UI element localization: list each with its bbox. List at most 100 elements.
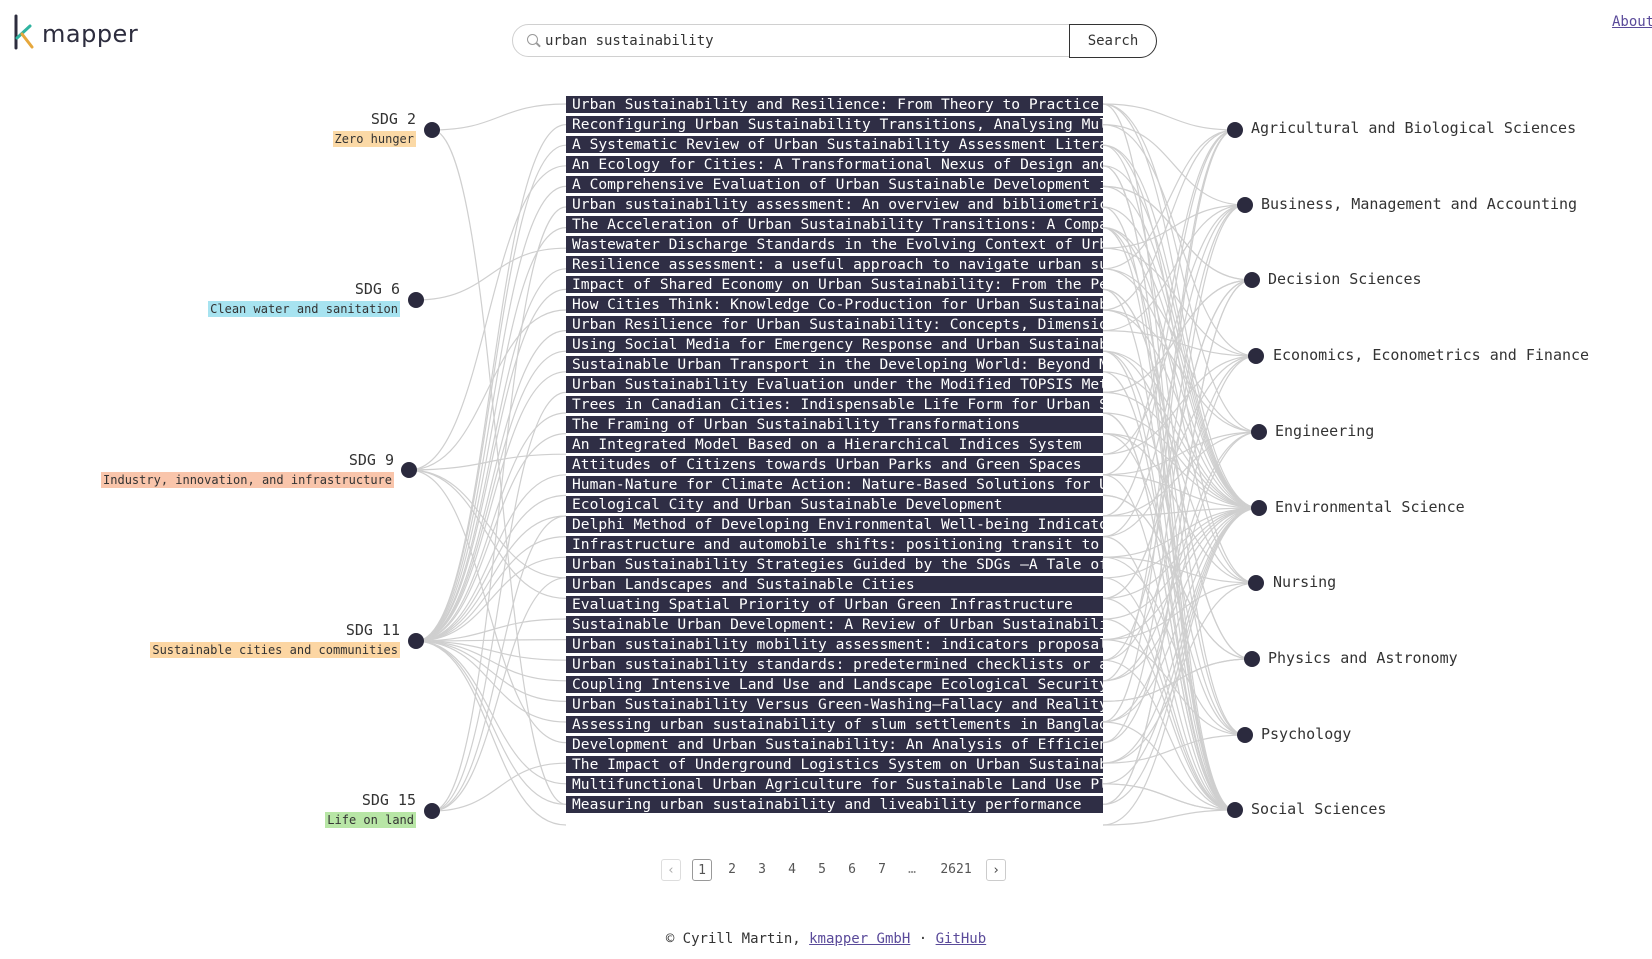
paper-row[interactable]: Measuring urban sustainability and livea… [566, 796, 1103, 813]
paper-row[interactable]: An Ecology for Cities: A Transformationa… [566, 156, 1103, 173]
paper-row[interactable]: Assessing urban sustainability of slum s… [566, 716, 1103, 733]
subject-node[interactable] [1244, 651, 1260, 667]
sdg-node[interactable] [408, 633, 424, 649]
paper-row[interactable]: Delphi Method of Developing Environmenta… [566, 516, 1103, 533]
page-button[interactable]: 5 [818, 862, 826, 877]
about-link[interactable]: About [1612, 14, 1652, 30]
sdg-item[interactable]: SDG 6 Clean water and sanitation [208, 280, 400, 317]
footer: © Cyrill Martin, kmapper GmbH · GitHub [0, 931, 1652, 947]
paper-row[interactable]: How Cities Think: Knowledge Co-Productio… [566, 296, 1103, 313]
search-button[interactable]: Search [1069, 24, 1157, 58]
sdg-node[interactable] [424, 803, 440, 819]
footer-separator: · [918, 931, 928, 947]
paper-row[interactable]: Infrastructure and automobile shifts: po… [566, 536, 1103, 553]
search-input[interactable] [545, 31, 1055, 51]
sdg-code: SDG 2 [370, 110, 416, 128]
sdg-node[interactable] [401, 462, 417, 478]
paper-row[interactable]: Trees in Canadian Cities: Indispensable … [566, 396, 1103, 413]
paper-row[interactable]: Urban Sustainability Versus Green-Washin… [566, 696, 1103, 713]
subject-node[interactable] [1227, 802, 1243, 818]
paper-row[interactable]: A Systematic Review of Urban Sustainabil… [566, 136, 1103, 153]
footer-copyright: © Cyrill Martin, [665, 931, 801, 947]
page-button[interactable]: 2621 [940, 862, 972, 877]
paper-row[interactable]: Evaluating Spatial Priority of Urban Gre… [566, 596, 1103, 613]
page-button[interactable]: 2 [728, 862, 736, 877]
paper-row[interactable]: A Comprehensive Evaluation of Urban Sust… [566, 176, 1103, 193]
sdg-node[interactable] [424, 122, 440, 138]
paper-row[interactable]: Wastewater Discharge Standards in the Ev… [566, 236, 1103, 253]
paper-row[interactable]: Resilience assessment: a useful approach… [566, 256, 1103, 273]
subject-label[interactable]: Physics and Astronomy [1268, 649, 1458, 667]
logo[interactable]: mapper [12, 14, 162, 54]
paper-row[interactable]: Sustainable Urban Transport in the Devel… [566, 356, 1103, 373]
paper-row[interactable]: Urban Sustainability Evaluation under th… [566, 376, 1103, 393]
paper-row[interactable]: Sustainable Urban Development: A Review … [566, 616, 1103, 633]
paper-list: Urban Sustainability and Resilience: Fro… [566, 96, 1103, 816]
paper-row[interactable]: Coupling Intensive Land Use and Landscap… [566, 676, 1103, 693]
sdg-name: Zero hunger [332, 131, 416, 147]
page-button[interactable]: 3 [758, 862, 766, 877]
sdg-name: Sustainable cities and communities [150, 642, 400, 658]
paper-row[interactable]: Attitudes of Citizens towards Urban Park… [566, 456, 1103, 473]
paper-row[interactable]: Urban Landscapes and Sustainable Cities [566, 576, 1103, 593]
sdg-node[interactable] [408, 292, 424, 308]
subject-node[interactable] [1248, 575, 1264, 591]
paper-row[interactable]: Urban Sustainability Strategies Guided b… [566, 556, 1103, 573]
page-ellipsis: … [908, 862, 916, 877]
next-page-button[interactable]: › [986, 859, 1006, 881]
subject-label[interactable]: Nursing [1273, 573, 1337, 591]
subject-label[interactable]: Economics, Econometrics and Finance [1273, 346, 1590, 364]
page-button[interactable]: 7 [878, 862, 886, 877]
sdg-item[interactable]: SDG 11 Sustainable cities and communitie… [150, 621, 400, 658]
paper-row[interactable]: Human-Nature for Climate Action: Nature-… [566, 476, 1103, 493]
paper-row[interactable]: Ecological City and Urban Sustainable De… [566, 496, 1103, 513]
subject-label[interactable]: Business, Management and Accounting [1261, 195, 1578, 213]
subject-node[interactable] [1248, 348, 1264, 364]
paper-row[interactable]: Impact of Shared Economy on Urban Sustai… [566, 276, 1103, 293]
paper-row[interactable]: Urban sustainability assessment: An over… [566, 196, 1103, 213]
paper-row[interactable]: Urban Sustainability and Resilience: Fro… [566, 96, 1103, 113]
company-link[interactable]: kmapper GmbH [809, 931, 911, 947]
subject-label[interactable]: Environmental Science [1275, 498, 1465, 516]
paper-row[interactable]: Urban sustainability standards: predeter… [566, 656, 1103, 673]
github-link[interactable]: GitHub [935, 931, 987, 947]
paper-row[interactable]: Urban sustainability mobility assessment… [566, 636, 1103, 653]
subject-label[interactable]: Engineering [1275, 422, 1375, 440]
subject-node[interactable] [1244, 272, 1260, 288]
paper-row[interactable]: Using Social Media for Emergency Respons… [566, 336, 1103, 353]
subject-node[interactable] [1237, 197, 1253, 213]
subject-node[interactable] [1251, 500, 1267, 516]
search-icon [527, 34, 538, 45]
sdg-name: Life on land [325, 812, 416, 828]
logo-k-icon [14, 14, 34, 50]
subject-label[interactable]: Decision Sciences [1268, 270, 1422, 288]
page-button[interactable]: 6 [848, 862, 856, 877]
prev-page-button[interactable]: ‹ [661, 859, 681, 881]
sdg-name: Clean water and sanitation [208, 301, 400, 317]
page-button[interactable]: 1 [692, 859, 712, 881]
sdg-code: SDG 11 [345, 621, 400, 639]
page-button[interactable]: 4 [788, 862, 796, 877]
paper-row[interactable]: Reconfiguring Urban Sustainability Trans… [566, 116, 1103, 133]
paper-row[interactable]: An Integrated Model Based on a Hierarchi… [566, 436, 1103, 453]
subject-label[interactable]: Social Sciences [1251, 800, 1387, 818]
logo-text: mapper [42, 20, 139, 48]
paper-row[interactable]: The Framing of Urban Sustainability Tran… [566, 416, 1103, 433]
paper-row[interactable]: Multifunctional Urban Agriculture for Su… [566, 776, 1103, 793]
paper-row[interactable]: The Acceleration of Urban Sustainability… [566, 216, 1103, 233]
sdg-item[interactable]: SDG 15 Life on land [325, 791, 416, 828]
subject-node[interactable] [1251, 424, 1267, 440]
sdg-item[interactable]: SDG 9 Industry, innovation, and infrastr… [101, 451, 394, 488]
sdg-name: Industry, innovation, and infrastructure [101, 472, 394, 488]
paper-row[interactable]: Development and Urban Sustainability: An… [566, 736, 1103, 753]
sdg-code: SDG 9 [348, 451, 394, 469]
paper-row[interactable]: Urban Resilience for Urban Sustainabilit… [566, 316, 1103, 333]
subject-label[interactable]: Agricultural and Biological Sciences [1251, 119, 1577, 137]
subject-node[interactable] [1227, 122, 1243, 138]
sdg-code: SDG 15 [361, 791, 416, 809]
subject-node[interactable] [1237, 727, 1253, 743]
sdg-item[interactable]: SDG 2 Zero hunger [332, 110, 416, 147]
paper-row[interactable]: The Impact of Underground Logistics Syst… [566, 756, 1103, 773]
subject-label[interactable]: Psychology [1261, 725, 1352, 743]
